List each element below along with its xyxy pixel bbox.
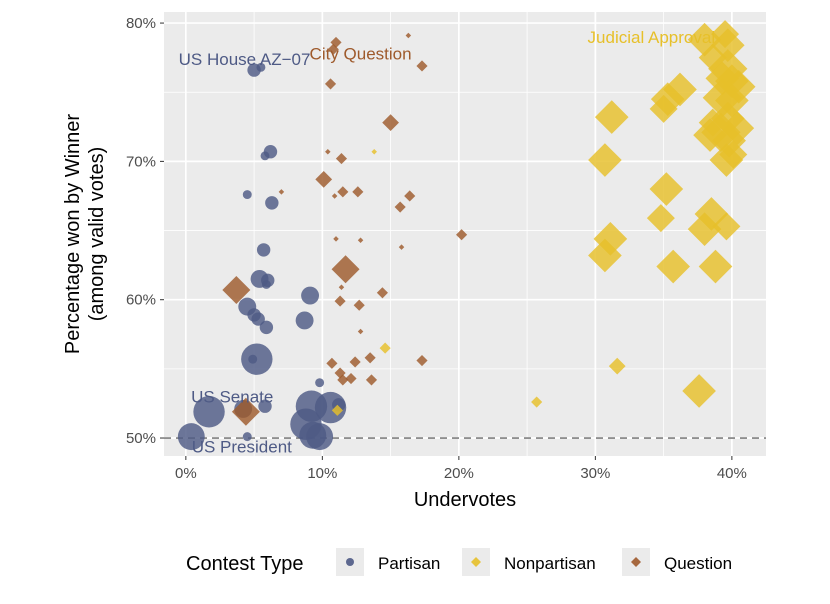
- question-point: [416, 60, 428, 72]
- nonpartisan-point: [331, 404, 343, 416]
- partisan-point: [259, 320, 274, 335]
- legend-key-marker: [471, 557, 481, 567]
- question-point: [404, 190, 416, 202]
- question-point: [357, 328, 364, 335]
- y-tick-label: 60%: [126, 292, 156, 309]
- annotation-label: US House AZ−07: [179, 50, 311, 69]
- question-point: [327, 43, 339, 55]
- legend-entry-label: Question: [664, 554, 732, 573]
- x-tick-label: 0%: [175, 465, 197, 482]
- partisan-point: [258, 399, 272, 413]
- x-tick-label: 30%: [580, 465, 610, 482]
- nonpartisan-point: [649, 94, 678, 123]
- partisan-point: [306, 423, 334, 451]
- nonpartisan-point: [687, 212, 722, 246]
- partisan-point: [256, 243, 271, 257]
- partisan-point: [248, 354, 258, 364]
- question-point: [337, 374, 349, 386]
- y-axis-ticks: 50% 60% 70% 80%: [126, 15, 164, 447]
- question-point: [331, 255, 360, 284]
- y-tick-label: 80%: [126, 15, 156, 32]
- y-tick-label: 50%: [126, 430, 156, 447]
- nonpartisan-point: [379, 342, 391, 354]
- question-point: [326, 357, 338, 369]
- question-point: [231, 397, 260, 426]
- annotations: US House AZ−07 City Question Judicial Appr…: [179, 28, 715, 456]
- question-point: [456, 229, 468, 241]
- question-point: [349, 356, 361, 368]
- question-point: [357, 237, 364, 243]
- legend: Contest Type Partisan Nonpartisan Question: [186, 548, 732, 576]
- question-point: [416, 354, 428, 367]
- question-point: [398, 244, 405, 250]
- question-point: [222, 276, 251, 305]
- partisan-point: [265, 196, 279, 210]
- question-point: [324, 78, 337, 90]
- question-point: [365, 374, 378, 386]
- legend-key-marker: [346, 558, 354, 566]
- nonpartisan-point: [709, 143, 744, 177]
- nonpartisan-point: [588, 238, 622, 273]
- annotation-label: Judicial Approval: [588, 28, 716, 47]
- question-point: [333, 236, 339, 242]
- nonpartisan-point: [531, 396, 543, 408]
- partisan-point: [242, 432, 252, 442]
- data-points: [177, 20, 756, 451]
- nonpartisan-point: [656, 249, 690, 284]
- x-axis-title: Undervotes: [414, 489, 516, 511]
- annotation-label: City Question: [310, 44, 412, 63]
- question-point: [382, 114, 399, 132]
- partisan-point: [301, 286, 320, 305]
- question-point: [337, 186, 349, 198]
- partisan-point: [261, 280, 271, 289]
- nonpartisan-point: [698, 249, 733, 284]
- x-tick-label: 20%: [444, 465, 474, 482]
- question-point: [345, 372, 357, 385]
- partisan-point: [315, 378, 325, 388]
- partisan-point: [193, 396, 225, 428]
- question-point: [394, 201, 406, 213]
- legend-title: Contest Type: [186, 553, 303, 575]
- question-point: [353, 299, 365, 311]
- nonpartisan-point: [682, 374, 716, 408]
- question-point: [334, 295, 346, 307]
- y-tick-label: 70%: [126, 153, 156, 170]
- nonpartisan-point: [371, 148, 377, 155]
- nonpartisan-point: [594, 100, 629, 134]
- partisan-point: [295, 311, 314, 330]
- nonpartisan-point: [712, 212, 741, 241]
- x-tick-label: 40%: [717, 465, 747, 482]
- partisan-point: [256, 62, 266, 72]
- question-point: [325, 148, 331, 155]
- nonpartisan-point: [646, 204, 675, 233]
- question-point: [376, 287, 388, 299]
- question-point: [335, 153, 348, 165]
- nonpartisan-point: [608, 357, 626, 375]
- nonpartisan-point: [649, 172, 684, 206]
- question-point: [315, 170, 333, 188]
- question-point: [331, 193, 338, 199]
- nonpartisan-point: [588, 143, 622, 177]
- question-point: [352, 186, 364, 198]
- annotation-label: US President: [192, 437, 292, 456]
- legend-entry-label: Nonpartisan: [504, 554, 596, 573]
- x-tick-label: 10%: [307, 465, 337, 482]
- legend-key-marker: [631, 557, 641, 567]
- question-point: [364, 352, 376, 364]
- partisan-point: [263, 145, 278, 159]
- y-axis-title-line2: (among valid votes): [86, 147, 108, 322]
- partisan-point: [242, 190, 252, 200]
- annotation-label: US Senate: [191, 388, 273, 407]
- legend-entry-label: Partisan: [378, 554, 440, 573]
- question-point: [405, 32, 412, 39]
- partisan-point: [251, 312, 265, 326]
- question-point: [278, 189, 285, 195]
- partisan-point: [177, 423, 205, 451]
- x-axis-ticks: 0% 10% 20% 30% 40%: [175, 456, 747, 482]
- y-axis-title-line1: Percentage won by Winner: [62, 114, 84, 354]
- question-point: [338, 284, 345, 291]
